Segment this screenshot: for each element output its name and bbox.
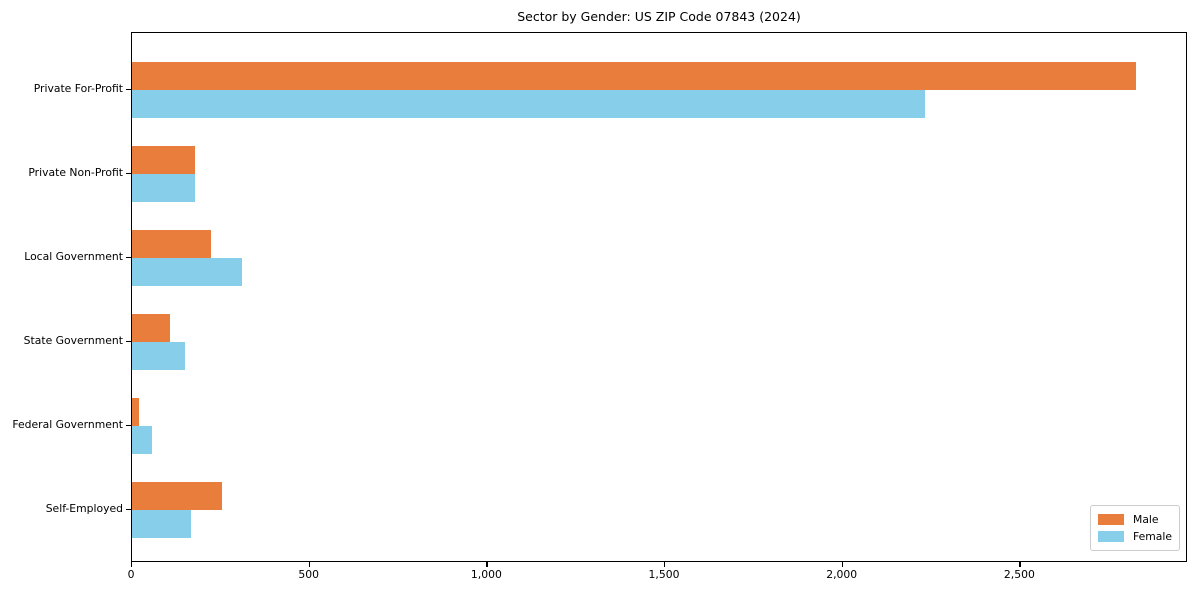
legend-entry-male: Male — [1098, 511, 1172, 528]
x-tick-label-2-000: 2,000 — [826, 568, 858, 581]
y-tick-mark — [126, 88, 131, 90]
bar-male-state-government — [132, 313, 170, 342]
x-tick-mark — [841, 562, 843, 567]
legend-label-male: Male — [1133, 513, 1159, 526]
x-tick-label-500: 500 — [298, 568, 319, 581]
x-tick-mark — [664, 562, 666, 567]
x-tick-mark — [308, 562, 310, 567]
x-tick-label-1-000: 1,000 — [470, 568, 502, 581]
x-tick-mark — [1019, 562, 1021, 567]
bar-female-state-government — [132, 341, 185, 370]
bar-female-self-employed — [132, 509, 191, 538]
y-tick-label-federal-government: Federal Government — [12, 417, 123, 431]
bars-layer — [132, 33, 1186, 561]
legend-swatch-female — [1098, 531, 1124, 542]
bar-male-federal-government — [132, 397, 140, 426]
bar-male-local-government — [132, 229, 211, 258]
legend-swatch-male — [1098, 514, 1124, 525]
y-tick-label-private-non-profit: Private Non-Profit — [28, 165, 123, 179]
x-tick-label-0: 0 — [127, 568, 135, 581]
plot-area — [131, 32, 1187, 562]
bar-female-private-non-profit — [132, 173, 195, 202]
y-tick-label-local-government: Local Government — [24, 249, 123, 263]
y-tick-label-private-for-profit: Private For-Profit — [33, 81, 123, 95]
x-tick-label-2-500: 2,500 — [1003, 568, 1035, 581]
bar-female-local-government — [132, 257, 242, 286]
x-tick-mark — [486, 562, 488, 567]
bar-female-federal-government — [132, 425, 152, 454]
y-tick-label-state-government: State Government — [23, 333, 123, 347]
y-tick-mark — [126, 172, 131, 174]
bar-male-private-non-profit — [132, 145, 195, 174]
legend-label-female: Female — [1133, 530, 1173, 543]
y-tick-mark — [126, 256, 131, 258]
y-tick-mark — [126, 508, 131, 510]
legend-entry-female: Female — [1098, 528, 1172, 545]
x-tick-mark — [131, 562, 133, 567]
bar-male-private-for-profit — [132, 61, 1136, 90]
chart-title: Sector by Gender: US ZIP Code 07843 (202… — [517, 9, 801, 24]
bar-male-self-employed — [132, 481, 222, 510]
y-tick-mark — [126, 340, 131, 342]
bar-female-private-for-profit — [132, 89, 925, 118]
x-tick-label-1-500: 1,500 — [648, 568, 680, 581]
legend: Male Female — [1090, 505, 1180, 551]
y-tick-mark — [126, 424, 131, 426]
y-tick-label-self-employed: Self-Employed — [45, 501, 123, 515]
